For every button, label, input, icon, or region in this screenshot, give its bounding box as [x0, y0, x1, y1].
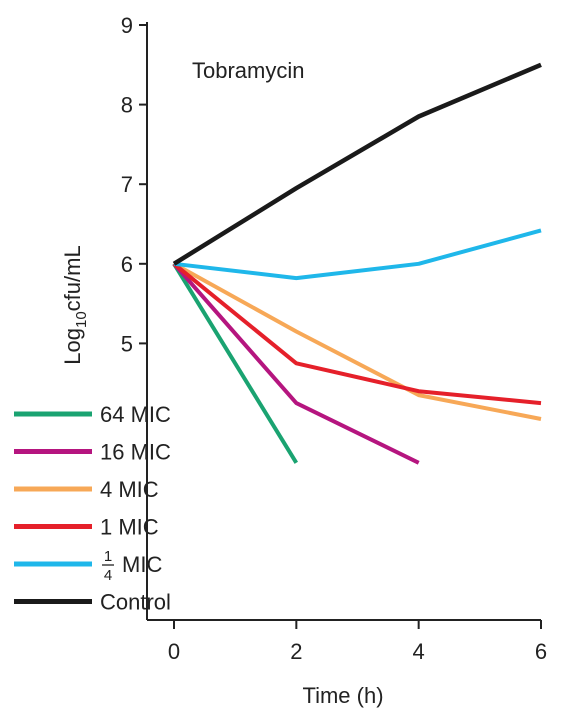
x-axis-label: Time (h) [302, 683, 383, 708]
x-tick-label: 6 [535, 639, 547, 664]
legend-swatch [14, 599, 92, 604]
legend-label: 4 MIC [100, 477, 159, 502]
legend-fraction-numerator: 1 [104, 548, 112, 565]
legend-label: 1 MIC [100, 515, 159, 540]
y-axis-label-post: cfu/mL [60, 245, 85, 311]
y-axis-label-sub: 10 [73, 311, 90, 328]
x-tick-label: 4 [413, 639, 425, 664]
tick-marks: 5 6 7 8 9 0 2 4 6 [121, 13, 547, 664]
y-tick-label: 7 [121, 172, 133, 197]
axes [146, 22, 541, 621]
series-line-64-mic [172, 262, 299, 464]
legend: 64 MIC 16 MIC 4 MIC 1 MIC 1 4 MIC Control [14, 402, 171, 615]
legend-label: 16 MIC [100, 440, 171, 465]
y-tick-label: 6 [121, 252, 133, 277]
legend-swatch [14, 449, 92, 454]
legend-swatch [14, 524, 92, 529]
chart-annotation: Tobramycin [192, 58, 304, 83]
y-tick-label: 9 [121, 13, 133, 38]
y-tick-label: 5 [121, 331, 133, 356]
y-axis-label: Log10cfu/mL [60, 245, 90, 364]
legend-fraction-denominator: 4 [104, 567, 112, 584]
legend-swatch [14, 561, 92, 567]
series-layer [172, 62, 542, 465]
series-line-control [172, 62, 542, 266]
series-line-4-mic [173, 262, 542, 421]
legend-swatch [14, 411, 92, 417]
legend-swatch [14, 486, 92, 492]
x-tick-label: 2 [290, 639, 302, 664]
y-tick-label: 8 [121, 93, 133, 118]
legend-label: MIC [122, 552, 162, 577]
x-tick-label: 0 [168, 639, 180, 664]
y-axis-label-pre: Log [60, 328, 85, 365]
series-line-1-mic [172, 262, 542, 406]
series-line--mic [173, 228, 542, 281]
legend-label: 64 MIC [100, 402, 171, 427]
legend-label-fraction: 1 4 MIC [102, 548, 162, 584]
legend-label: Control [100, 590, 171, 615]
series-line-16-mic [172, 262, 420, 465]
